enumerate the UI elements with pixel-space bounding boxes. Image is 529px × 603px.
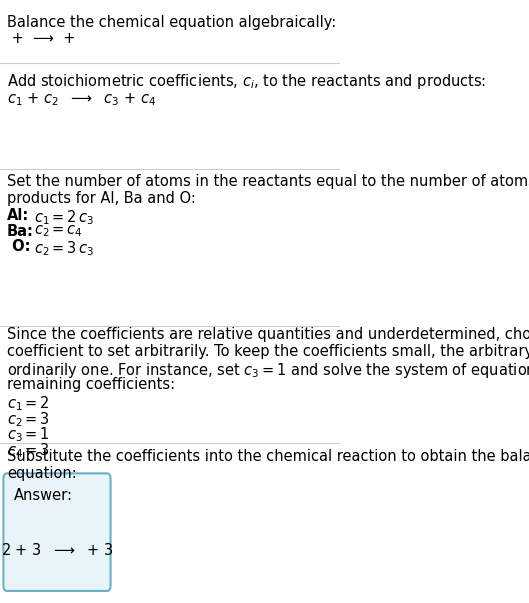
Text: $c_2 = c_4$: $c_2 = c_4$ — [34, 224, 83, 239]
Text: $c_2 = 3\,c_3$: $c_2 = 3\,c_3$ — [34, 239, 94, 258]
Text: ordinarily one. For instance, set $c_3 = 1$ and solve the system of equations fo: ordinarily one. For instance, set $c_3 =… — [7, 361, 529, 380]
Text: Balance the chemical equation algebraically:: Balance the chemical equation algebraica… — [7, 15, 336, 30]
Text: Set the number of atoms in the reactants equal to the number of atoms in the: Set the number of atoms in the reactants… — [7, 174, 529, 189]
Text: Substitute the coefficients into the chemical reaction to obtain the balanced: Substitute the coefficients into the che… — [7, 449, 529, 464]
Text: $c_2 = 3$: $c_2 = 3$ — [7, 410, 50, 429]
Text: Ba:: Ba: — [7, 224, 34, 239]
Text: Answer:: Answer: — [14, 488, 72, 504]
Text: Add stoichiometric coefficients, $c_i$, to the reactants and products:: Add stoichiometric coefficients, $c_i$, … — [7, 72, 486, 92]
Text: $c_4 = 3$: $c_4 = 3$ — [7, 441, 50, 460]
Text: products for Al, Ba and O:: products for Al, Ba and O: — [7, 191, 196, 206]
Text: remaining coefficients:: remaining coefficients: — [7, 377, 175, 393]
FancyBboxPatch shape — [3, 473, 111, 591]
Text: $c_1 = 2\,c_3$: $c_1 = 2\,c_3$ — [34, 208, 94, 227]
Text: coefficient to set arbitrarily. To keep the coefficients small, the arbitrary va: coefficient to set arbitrarily. To keep … — [7, 344, 529, 359]
Text: O:: O: — [7, 239, 30, 254]
Text: $c_3 = 1$: $c_3 = 1$ — [7, 426, 50, 444]
Text: 2 + 3  $\longrightarrow$  + 3: 2 + 3 $\longrightarrow$ + 3 — [1, 541, 113, 558]
Text: +  ⟶  +: + ⟶ + — [7, 31, 80, 46]
Text: equation:: equation: — [7, 466, 77, 481]
Text: Since the coefficients are relative quantities and underdetermined, choose a: Since the coefficients are relative quan… — [7, 327, 529, 342]
Text: $c_1$ + $c_2$  $\longrightarrow$  $c_3$ + $c_4$: $c_1$ + $c_2$ $\longrightarrow$ $c_3$ + … — [7, 92, 156, 109]
Text: Al:: Al: — [7, 208, 29, 223]
Text: $c_1 = 2$: $c_1 = 2$ — [7, 394, 50, 413]
